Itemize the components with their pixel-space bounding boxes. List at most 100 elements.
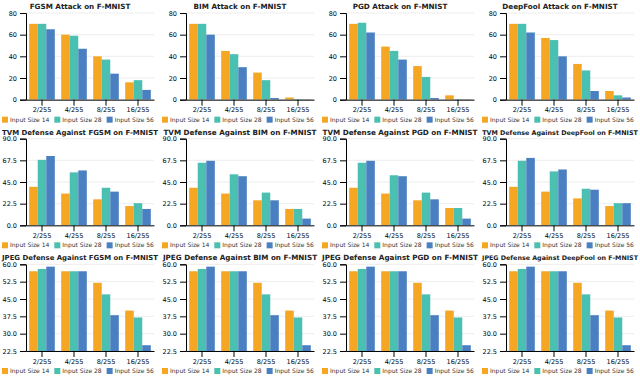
y-tick: 40 xyxy=(169,53,186,61)
legend-label: Input Size 14 xyxy=(170,367,209,375)
y-tick-label: 67.5 xyxy=(3,157,17,165)
x-tick: 2/255 xyxy=(193,225,212,240)
y-axis-line xyxy=(340,139,347,226)
chart-root: 0204060802/2554/2558/25516/255FGSM Attac… xyxy=(0,0,640,377)
legend-swatch xyxy=(2,117,8,123)
y-tick-label: 52.5 xyxy=(323,278,337,286)
legend-label: Input Size 56 xyxy=(595,367,634,375)
x-tick: 4/255 xyxy=(65,100,84,115)
y-tick: 0.0 xyxy=(167,222,186,230)
bar xyxy=(518,161,527,226)
x-tick-label: 4/255 xyxy=(65,106,84,114)
x-tick: 2/255 xyxy=(193,100,212,115)
legend-swatch xyxy=(482,117,488,123)
x-tick-mark xyxy=(106,225,107,231)
bar xyxy=(358,163,367,226)
legend-label: Input Size 56 xyxy=(435,116,474,124)
y-tick: 67.5 xyxy=(483,157,506,165)
bar xyxy=(38,24,47,100)
y-tick-label: 20 xyxy=(9,75,17,83)
x-axis: 2/2554/2558/25516/255 xyxy=(187,100,315,115)
x-tick-label: 2/255 xyxy=(193,232,212,240)
x-tick-label: 16/255 xyxy=(447,232,470,240)
bar xyxy=(285,98,294,100)
x-tick: 8/255 xyxy=(417,100,436,115)
x-tick-label: 8/255 xyxy=(577,106,596,114)
x-tick: 2/255 xyxy=(353,225,372,240)
y-tick-mark xyxy=(20,35,26,36)
bar xyxy=(550,271,559,351)
x-tick-mark xyxy=(74,351,75,357)
grid xyxy=(186,264,314,351)
y-tick-label: 52.5 xyxy=(3,278,17,286)
title: BIM Attack on F-MNIST xyxy=(194,2,287,11)
y-tick-label: 37.5 xyxy=(163,313,177,321)
x-tick-mark xyxy=(298,351,299,357)
title: TVM Defense Against DeepFool on F-MNIST xyxy=(482,129,638,137)
bar xyxy=(38,160,47,225)
plot-area: 22.530.037.545.052.560.02/2554/2558/2551… xyxy=(323,261,475,366)
legend-label: Input Size 28 xyxy=(222,116,261,124)
bar xyxy=(614,95,623,99)
x-tick: 2/255 xyxy=(513,351,532,366)
grid-line xyxy=(186,160,314,161)
legend-item: Input Size 14 xyxy=(162,241,209,249)
bar xyxy=(102,188,111,226)
bar-series xyxy=(509,24,614,100)
x-tick-mark xyxy=(202,351,203,357)
grid-line xyxy=(346,160,474,161)
x-tick-mark xyxy=(394,225,395,231)
x-tick-label: 16/255 xyxy=(287,106,310,114)
bar-series xyxy=(46,156,151,225)
bar xyxy=(541,38,550,100)
legend-label: Input Size 28 xyxy=(222,241,261,249)
y-tick-mark xyxy=(20,204,26,205)
y-tick-mark xyxy=(180,35,186,36)
bar xyxy=(614,317,623,351)
y-tick-mark xyxy=(180,299,186,300)
x-tick: 8/255 xyxy=(97,100,116,115)
y-tick-label: 20 xyxy=(169,75,177,83)
y-axis: 22.530.037.545.052.560.0 xyxy=(163,261,187,356)
legend: Input Size 14Input Size 28Input Size 56 xyxy=(162,367,314,375)
title: DeepFool Attack on F-MNIST xyxy=(502,2,617,11)
x-tick: 8/255 xyxy=(417,225,436,240)
legend-label: Input Size 28 xyxy=(382,367,421,375)
y-tick-label: 37.5 xyxy=(483,313,497,321)
plot-area: 0204060802/2554/2558/25516/255 xyxy=(329,10,475,115)
x-tick-mark xyxy=(458,225,459,231)
chart-container: 0204060802/2554/2558/25516/255FGSM Attac… xyxy=(0,0,640,377)
bar xyxy=(70,36,79,100)
bars xyxy=(349,23,471,100)
y-tick-mark xyxy=(500,160,506,161)
y-tick-mark xyxy=(340,78,346,79)
legend-item: Input Size 14 xyxy=(2,116,49,124)
x-tick: 4/255 xyxy=(225,351,244,366)
x-tick-label: 16/255 xyxy=(127,106,150,114)
bar-series xyxy=(526,158,631,225)
grid xyxy=(26,139,154,226)
x-axis-line xyxy=(27,351,155,352)
bar xyxy=(61,35,70,100)
legend-swatch xyxy=(322,117,328,123)
bar-series xyxy=(366,267,471,351)
y-tick-mark xyxy=(340,282,346,283)
bar xyxy=(198,163,207,226)
x-tick-label: 4/255 xyxy=(225,106,244,114)
y-tick: 0 xyxy=(333,96,346,104)
x-tick: 8/255 xyxy=(577,100,596,115)
legend-swatch xyxy=(54,368,60,374)
bar xyxy=(445,208,454,225)
x-axis: 2/2554/2558/25516/255 xyxy=(27,100,155,115)
x-tick-label: 4/255 xyxy=(385,106,404,114)
y-tick-label: 0.0 xyxy=(7,222,17,230)
x-tick-mark xyxy=(298,100,299,106)
y-tick: 30.0 xyxy=(483,330,506,338)
x-axis: 2/2554/2558/25516/255 xyxy=(187,351,315,366)
bar xyxy=(454,208,463,225)
y-tick: 0 xyxy=(493,96,506,104)
legend-swatch xyxy=(54,117,60,123)
bar xyxy=(445,95,454,99)
bars xyxy=(509,158,631,225)
grid-line xyxy=(26,13,154,14)
